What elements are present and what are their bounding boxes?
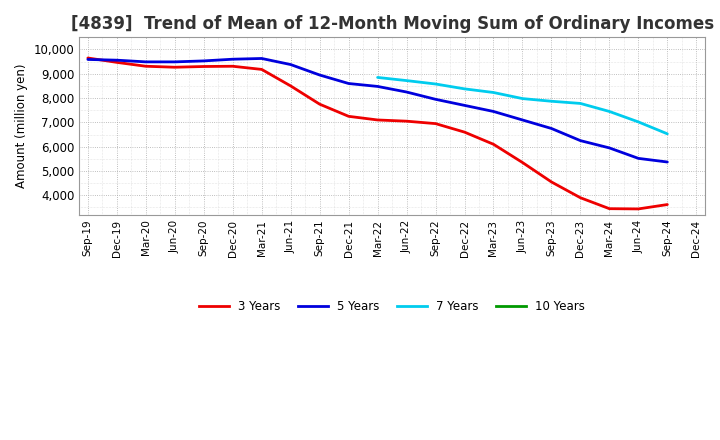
Legend: 3 Years, 5 Years, 7 Years, 10 Years: 3 Years, 5 Years, 7 Years, 10 Years bbox=[194, 295, 590, 318]
3 Years bbox=[112, 60, 121, 65]
5 Years bbox=[402, 89, 411, 95]
7 Years bbox=[518, 96, 527, 101]
3 Years bbox=[605, 206, 613, 211]
3 Years bbox=[489, 142, 498, 147]
5 Years bbox=[431, 97, 440, 102]
7 Years bbox=[489, 90, 498, 95]
3 Years bbox=[171, 65, 179, 70]
5 Years bbox=[142, 59, 150, 65]
3 Years bbox=[199, 64, 208, 69]
3 Years bbox=[518, 160, 527, 165]
3 Years bbox=[257, 67, 266, 72]
5 Years bbox=[199, 58, 208, 63]
5 Years bbox=[84, 57, 92, 62]
5 Years bbox=[518, 117, 527, 123]
3 Years bbox=[142, 64, 150, 69]
5 Years bbox=[663, 159, 672, 165]
Line: 5 Years: 5 Years bbox=[88, 59, 667, 162]
7 Years bbox=[605, 109, 613, 114]
3 Years bbox=[547, 180, 556, 185]
5 Years bbox=[112, 58, 121, 63]
5 Years bbox=[344, 81, 353, 86]
3 Years bbox=[344, 114, 353, 119]
5 Years bbox=[605, 145, 613, 150]
Line: 7 Years: 7 Years bbox=[377, 77, 667, 134]
5 Years bbox=[315, 72, 324, 77]
5 Years bbox=[171, 59, 179, 65]
5 Years bbox=[460, 103, 469, 108]
3 Years bbox=[402, 118, 411, 124]
5 Years bbox=[634, 156, 643, 161]
3 Years bbox=[460, 129, 469, 135]
7 Years bbox=[634, 119, 643, 125]
3 Years bbox=[634, 206, 643, 212]
Title: [4839]  Trend of Mean of 12-Month Moving Sum of Ordinary Incomes: [4839] Trend of Mean of 12-Month Moving … bbox=[71, 15, 714, 33]
5 Years bbox=[547, 126, 556, 131]
3 Years bbox=[663, 202, 672, 207]
5 Years bbox=[228, 57, 237, 62]
3 Years bbox=[576, 195, 585, 200]
3 Years bbox=[373, 117, 382, 123]
3 Years bbox=[228, 64, 237, 69]
3 Years bbox=[431, 121, 440, 126]
3 Years bbox=[84, 55, 92, 61]
7 Years bbox=[402, 78, 411, 83]
7 Years bbox=[431, 81, 440, 87]
7 Years bbox=[373, 75, 382, 80]
5 Years bbox=[287, 62, 295, 67]
Line: 3 Years: 3 Years bbox=[88, 58, 667, 209]
7 Years bbox=[460, 86, 469, 92]
3 Years bbox=[315, 102, 324, 107]
3 Years bbox=[287, 83, 295, 88]
7 Years bbox=[663, 131, 672, 136]
5 Years bbox=[257, 56, 266, 61]
5 Years bbox=[489, 109, 498, 114]
5 Years bbox=[576, 138, 585, 143]
7 Years bbox=[547, 99, 556, 104]
5 Years bbox=[373, 84, 382, 89]
Y-axis label: Amount (million yen): Amount (million yen) bbox=[15, 64, 28, 188]
7 Years bbox=[576, 101, 585, 106]
